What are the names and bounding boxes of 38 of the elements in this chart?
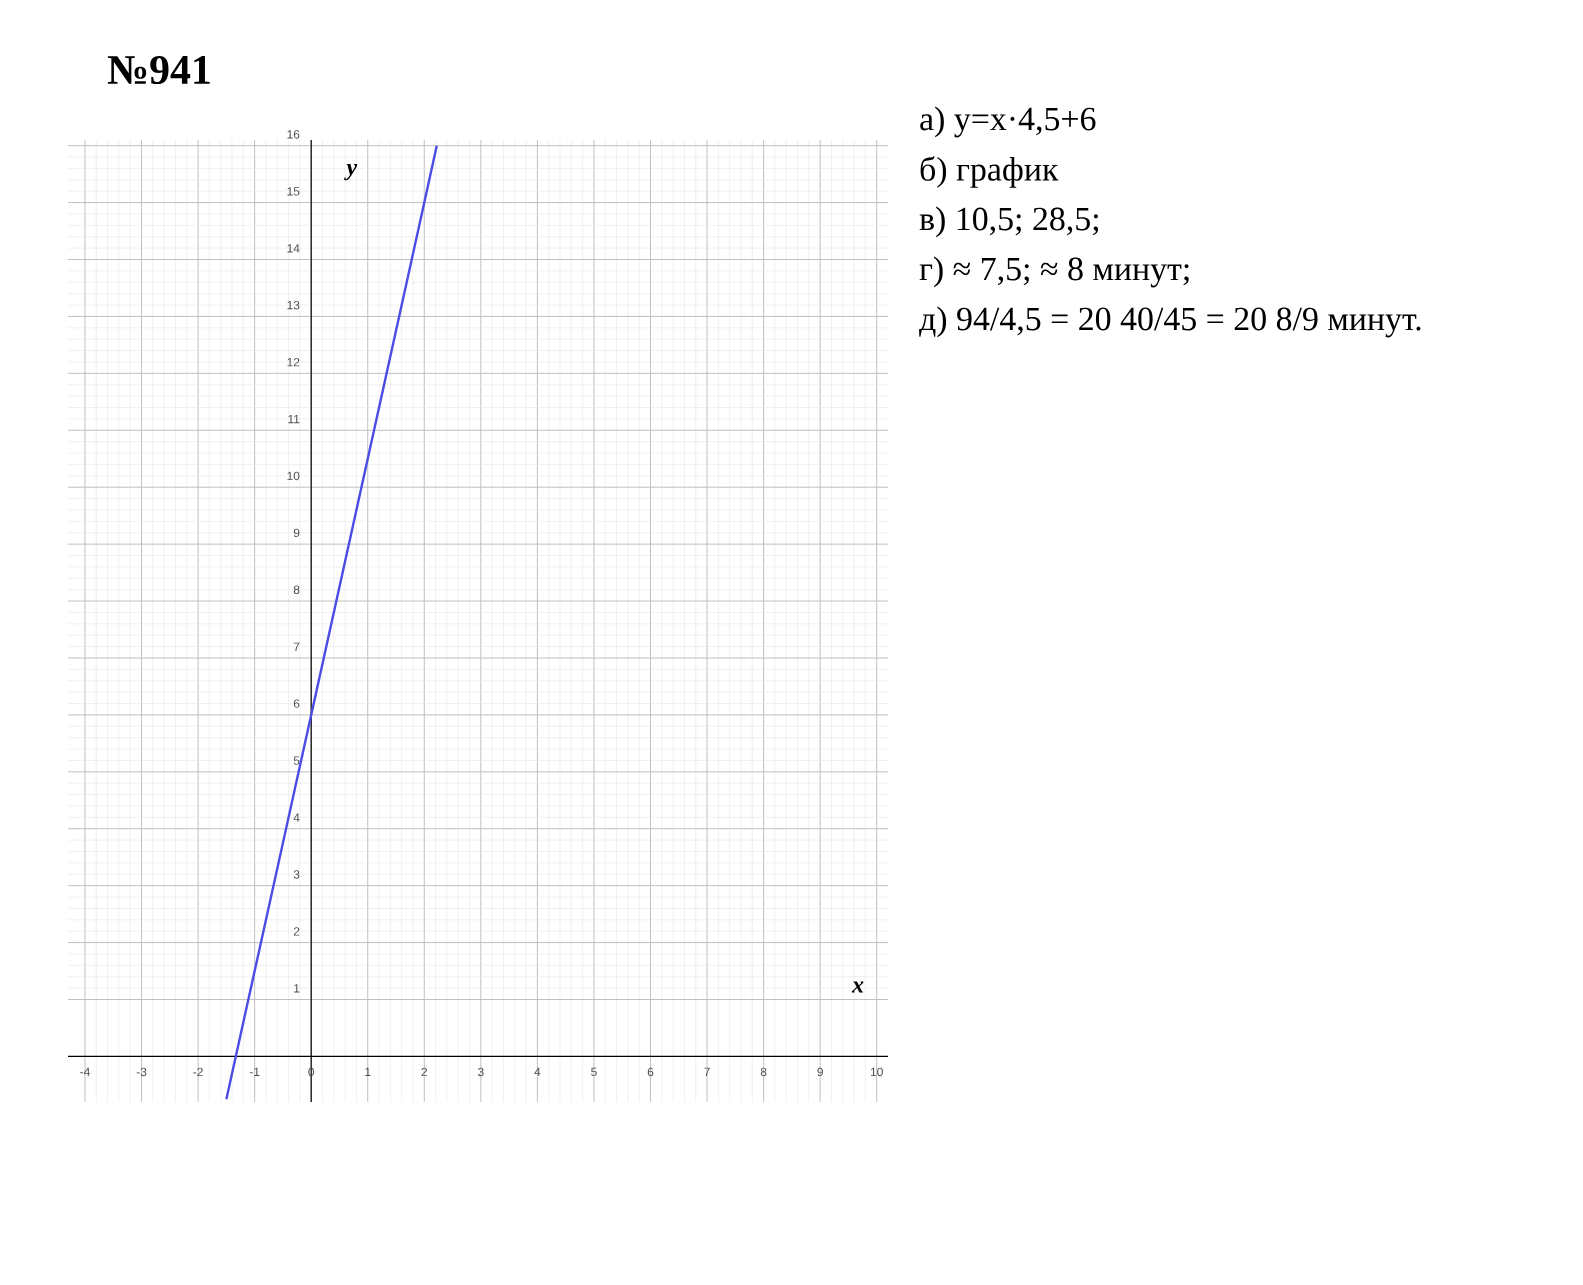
y-tick-label: 4 xyxy=(293,813,300,822)
x-tick-label: 9 xyxy=(817,1067,823,1077)
x-tick-label: 2 xyxy=(421,1067,428,1077)
y-tick-label: 5 xyxy=(293,756,300,765)
x-tick-label: -1 xyxy=(249,1067,260,1076)
y-tick-label: 6 xyxy=(293,699,300,708)
x-tick-label: -4 xyxy=(80,1067,90,1076)
y-axis-title: y xyxy=(344,164,358,181)
y-tick-label: 3 xyxy=(293,870,300,879)
x-tick-label: 6 xyxy=(647,1067,654,1077)
chart-title: №941 xyxy=(107,55,210,85)
y-tick-label: 15 xyxy=(287,187,300,196)
x-tick-label: -2 xyxy=(193,1067,203,1077)
x-tick-label: 8 xyxy=(760,1067,767,1077)
x-tick-label: 7 xyxy=(704,1067,710,1076)
y-tick-label: 7 xyxy=(293,642,300,651)
x-tick-label: 4 xyxy=(534,1067,541,1076)
x-tick-label: 3 xyxy=(477,1067,484,1077)
y-tick-label: 16 xyxy=(287,130,300,139)
x-tick-label: 5 xyxy=(591,1067,597,1077)
x-tick-label: 1 xyxy=(365,1067,371,1076)
y-tick-label: 12 xyxy=(287,357,300,367)
text: б) график xyxy=(920,156,1059,188)
x-axis-title: x xyxy=(851,981,864,993)
text: д) 94/4,5 = 20 40/45 = 20 8/9 минут. xyxy=(919,306,1421,338)
x-tick-label: 10 xyxy=(870,1067,883,1077)
text: г) ≈ 7,5; ≈ 8 минут; xyxy=(919,256,1189,288)
text: а) y=x·4,5+6 xyxy=(920,106,1096,138)
x-tick-label: -3 xyxy=(136,1067,147,1077)
y-tick-label: 1 xyxy=(294,984,300,993)
y-tick-label: 9 xyxy=(293,528,300,538)
y-tick-label: 8 xyxy=(293,585,300,595)
y-tick-label: 13 xyxy=(287,300,300,310)
text: в) 10,5; 28,5; xyxy=(919,206,1099,238)
y-tick-label: 14 xyxy=(287,244,300,253)
y-tick-label: 2 xyxy=(293,927,300,936)
y-tick-label: 11 xyxy=(288,415,300,424)
y-tick-label: 10 xyxy=(287,471,300,481)
